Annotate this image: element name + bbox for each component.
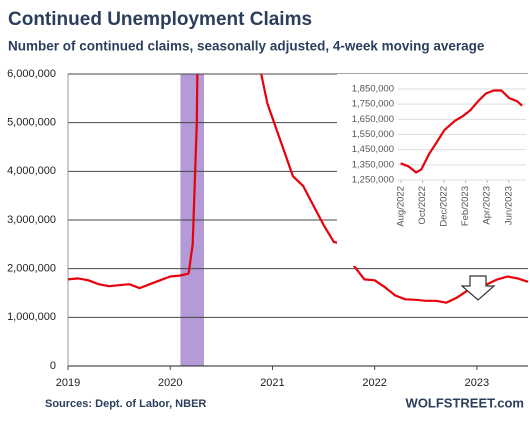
y-tick-label: 1,650,000 xyxy=(352,114,394,125)
chart-title: Continued Unemployment Claims xyxy=(8,9,312,30)
x-tick-label: Aug/2022 xyxy=(395,186,406,227)
y-tick-label: 5,000,000 xyxy=(7,117,56,129)
y-tick-label: 3,000,000 xyxy=(7,214,56,226)
x-tick-label: Feb/2023 xyxy=(460,186,471,226)
data-line xyxy=(68,74,529,304)
main-plot: 0 1,000,000 2,000,000 3,000,000 4,000,000 5,0… xyxy=(7,68,529,389)
y-tick-label: 1,000,000 xyxy=(7,311,56,323)
x-tick-label: Jun/2023 xyxy=(503,186,514,225)
y-tick-label: 1,350,000 xyxy=(352,159,394,170)
y-tick-label: 4,000,000 xyxy=(7,165,56,177)
inset-background xyxy=(337,74,530,266)
x-tick-label: 2020 xyxy=(158,377,182,389)
y-tick-label: 0 xyxy=(50,360,56,372)
y-tick-label: 1,450,000 xyxy=(352,144,394,155)
data-line xyxy=(400,89,523,174)
inset-plot: 1,850,000 1,750,000 1,650,000 1,550,000 1,45… xyxy=(337,74,530,266)
x-tick-label: Apr/2023 xyxy=(482,186,493,225)
x-tick-label: 2021 xyxy=(260,377,284,389)
arrow xyxy=(460,275,496,301)
x-tick-label: 2019 xyxy=(56,377,80,389)
y-tick-label: 1,250,000 xyxy=(352,175,394,186)
y-tick-label: 2,000,000 xyxy=(7,263,56,275)
chart-subtitle: Number of continued claims, seasonally a… xyxy=(8,39,485,54)
y-tick-label: 1,850,000 xyxy=(352,84,394,95)
x-tick-label: Oct/2022 xyxy=(417,186,428,225)
source: Sources: Dept. of Labor, NBER xyxy=(45,398,206,410)
y-tick-label: 1,550,000 xyxy=(352,129,394,140)
y-tick-label: 1,750,000 xyxy=(352,99,394,110)
x-tick-label: Dec/2022 xyxy=(439,186,450,227)
x-tick-label: 2023 xyxy=(465,377,489,389)
x-tick-label: 2022 xyxy=(362,377,386,389)
y-tick-label: 6,000,000 xyxy=(7,68,56,80)
credit: WOLFSTREET.com xyxy=(406,395,524,410)
